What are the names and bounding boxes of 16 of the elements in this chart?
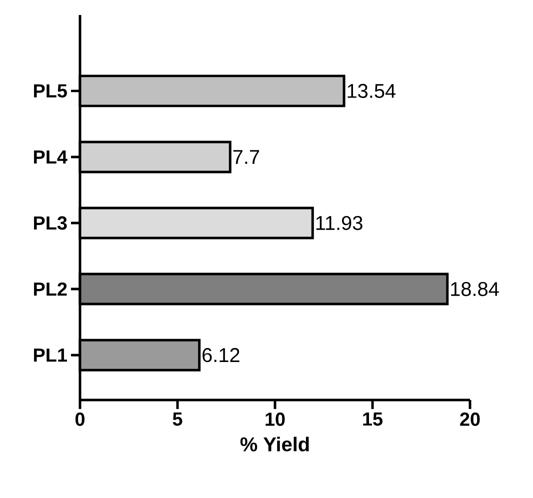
x-axis-title: % Yield xyxy=(240,436,309,452)
y-tick-label: PL3 xyxy=(34,216,67,230)
x-tick-label: 5 xyxy=(172,412,182,426)
y-tick-label: PL5 xyxy=(34,84,67,98)
x-tick-label: 10 xyxy=(266,412,285,426)
x-tick-label: 15 xyxy=(363,412,382,426)
y-tick-label: PL2 xyxy=(34,282,67,296)
data-label: 18.84 xyxy=(451,282,499,296)
x-tick-label: 0 xyxy=(75,412,84,426)
x-tick-label: 20 xyxy=(460,412,480,426)
y-tick-label: PL1 xyxy=(34,348,67,362)
data-label: 7.7 xyxy=(233,150,260,164)
data-label: 6.12 xyxy=(202,348,240,362)
data-label: 11.93 xyxy=(316,216,362,230)
data-label: 13.54 xyxy=(348,84,396,98)
y-tick-label: PL4 xyxy=(34,150,68,164)
